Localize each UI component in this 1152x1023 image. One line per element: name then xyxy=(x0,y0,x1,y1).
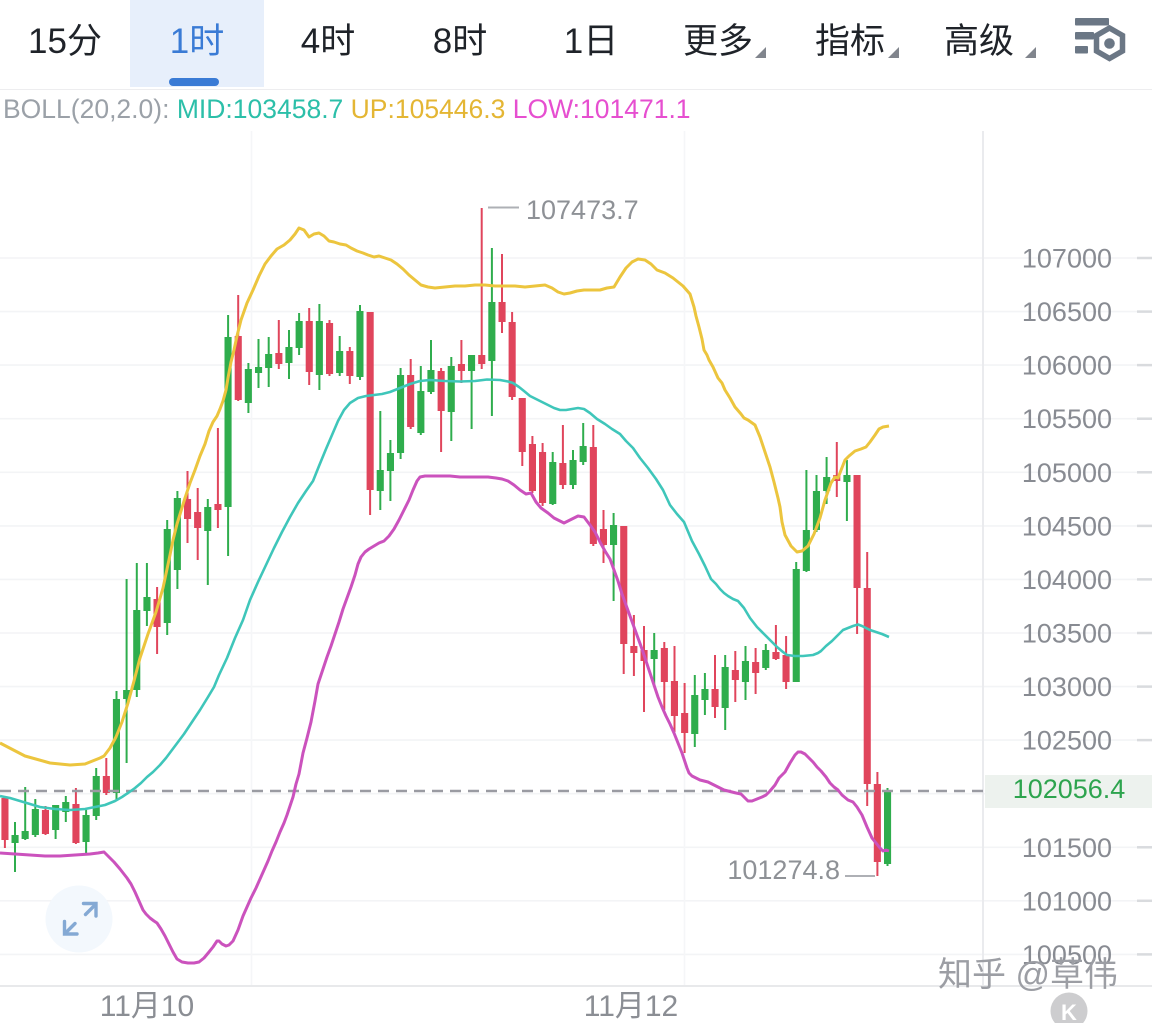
svg-text:106500: 106500 xyxy=(1022,297,1112,327)
svg-text:K: K xyxy=(1061,1000,1077,1023)
svg-text:107473.7: 107473.7 xyxy=(526,195,639,225)
svg-text:101274.8: 101274.8 xyxy=(727,855,840,885)
svg-text:100500: 100500 xyxy=(1022,940,1112,970)
svg-text:102056.4: 102056.4 xyxy=(1013,774,1126,804)
svg-text:知乎 @草伟: 知乎 @草伟 xyxy=(938,956,1118,994)
svg-text:103500: 103500 xyxy=(1022,619,1112,649)
svg-text:105000: 105000 xyxy=(1022,458,1112,488)
svg-text:105500: 105500 xyxy=(1022,404,1112,434)
svg-text:101500: 101500 xyxy=(1022,833,1112,863)
svg-text:107000: 107000 xyxy=(1022,244,1112,274)
svg-text:11月12: 11月12 xyxy=(584,990,679,1023)
svg-text:11月10: 11月10 xyxy=(100,990,195,1023)
svg-text:101000: 101000 xyxy=(1022,886,1112,916)
svg-text:104000: 104000 xyxy=(1022,565,1112,595)
svg-text:106000: 106000 xyxy=(1022,351,1112,381)
svg-text:104500: 104500 xyxy=(1022,511,1112,541)
svg-text:103000: 103000 xyxy=(1022,672,1112,702)
svg-text:102500: 102500 xyxy=(1022,726,1112,756)
